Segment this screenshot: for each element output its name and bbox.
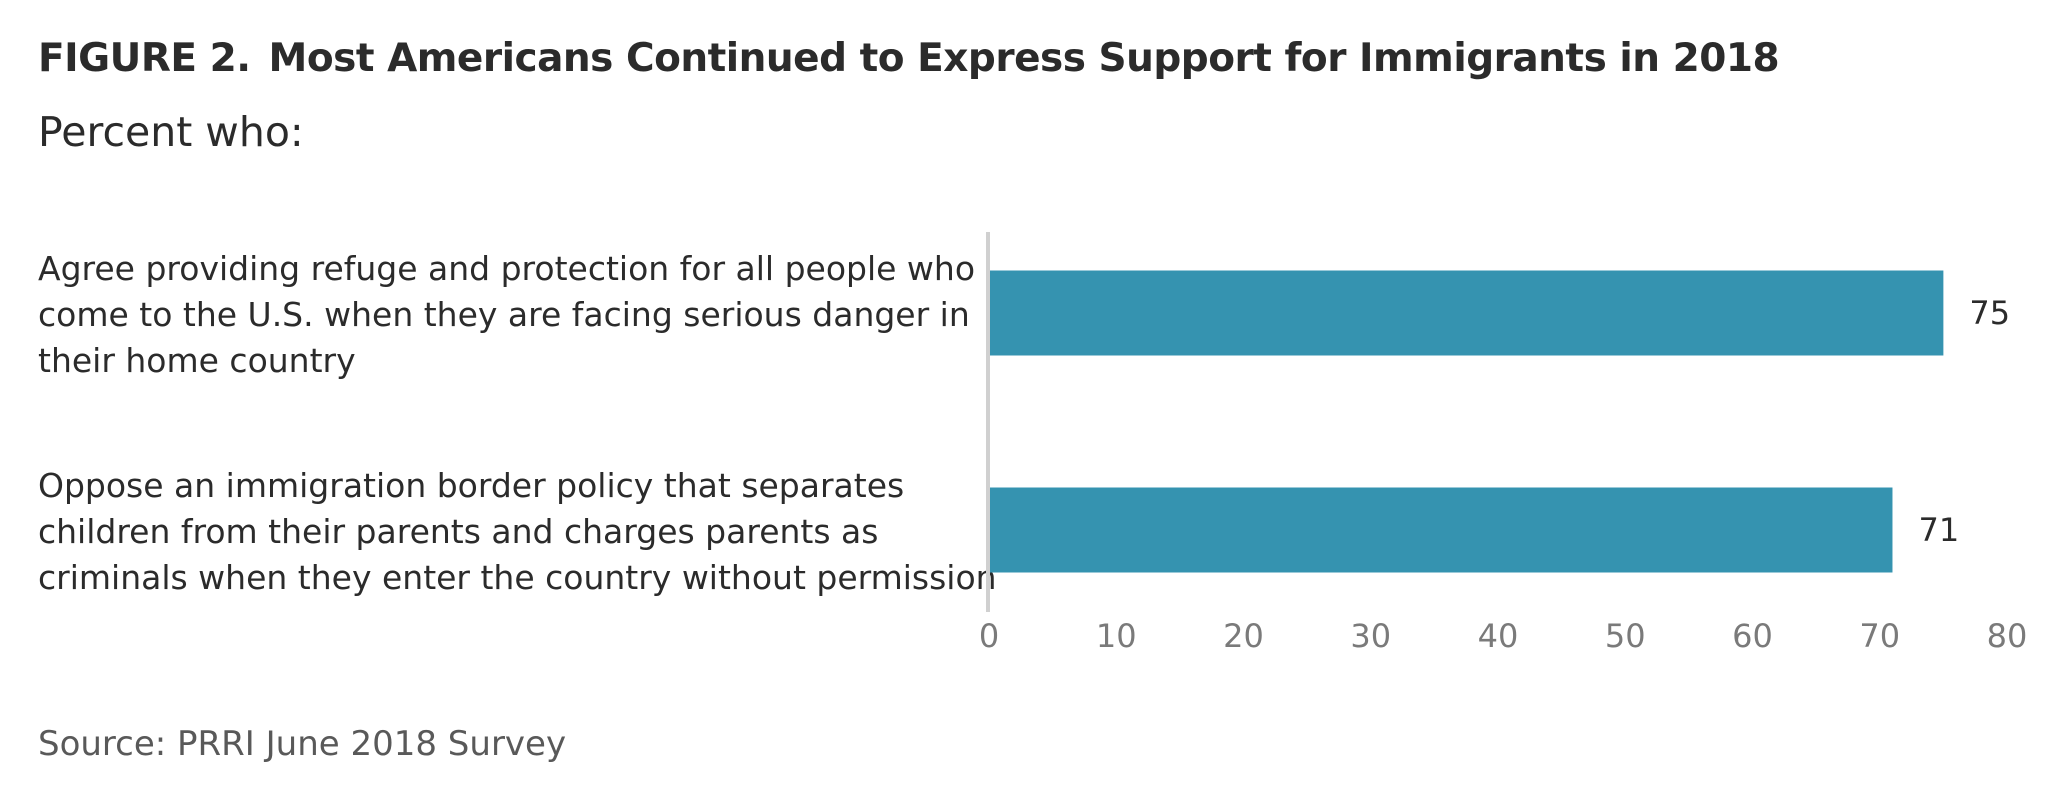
category-label-separation: Oppose an immigration border policy that… bbox=[38, 466, 997, 597]
chart-title-text: Most Americans Continued to Express Supp… bbox=[268, 36, 1780, 81]
source-note: Source: PRRI June 2018 Survey bbox=[38, 724, 567, 764]
figure-label: FIGURE 2. bbox=[38, 36, 251, 81]
x-tick-label-70: 70 bbox=[1859, 617, 1900, 655]
x-tick-label-80: 80 bbox=[1987, 617, 2028, 655]
x-tick-label-0: 0 bbox=[979, 617, 999, 655]
chart-title: FIGURE 2. Most Americans Continued to Exp… bbox=[38, 36, 1780, 81]
x-tick-label-60: 60 bbox=[1732, 617, 1773, 655]
data-label-1: 71 bbox=[1918, 511, 1959, 549]
bar-0 bbox=[989, 270, 1944, 356]
x-tick-label-10: 10 bbox=[1096, 617, 1137, 655]
chart-subtitle: Percent who: bbox=[38, 108, 304, 156]
x-tick-label-40: 40 bbox=[1478, 617, 1519, 655]
x-tick-label-50: 50 bbox=[1605, 617, 1646, 655]
data-label-0: 75 bbox=[1969, 294, 2010, 332]
x-tick-label-30: 30 bbox=[1350, 617, 1391, 655]
bar-1 bbox=[989, 487, 1893, 573]
x-tick-label-20: 20 bbox=[1223, 617, 1264, 655]
category-label-refuge: Agree providing refuge and protection fo… bbox=[38, 249, 976, 380]
